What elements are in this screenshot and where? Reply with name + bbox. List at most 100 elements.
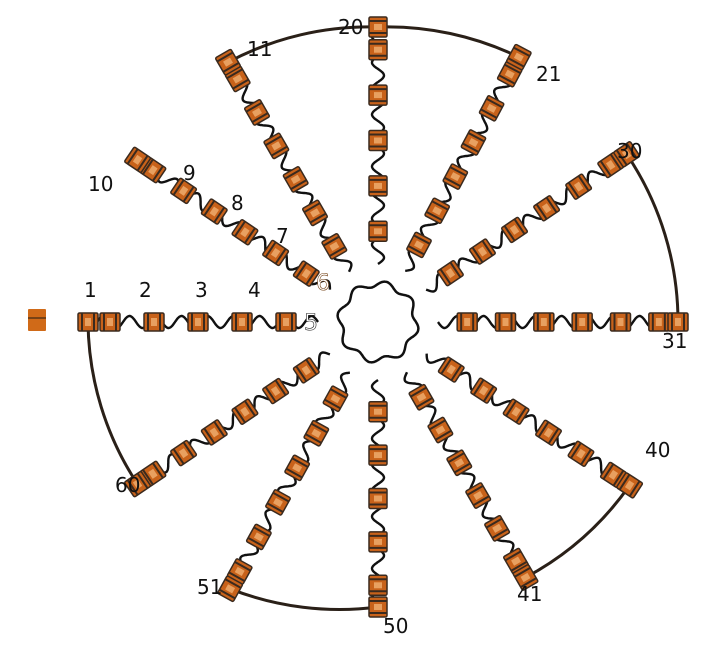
label-node-2: 2 [139, 278, 152, 302]
arm-4-node-1 [368, 220, 388, 243]
arm-10-node-5 [368, 574, 388, 597]
arm-5-node-1 [406, 231, 432, 259]
arm-4-node-2 [368, 175, 388, 197]
serpentine-arms [87, 26, 679, 608]
arm-4-node-3 [368, 129, 388, 152]
arm-1-node-4 [143, 312, 165, 332]
label-node-8: 8 [231, 191, 244, 215]
label-node-7: 7 [276, 224, 289, 248]
arm-5-node-5 [478, 95, 505, 122]
arm-9-node-4 [465, 482, 492, 509]
label-node-4: 4 [248, 278, 261, 302]
arm-11-end-node [217, 575, 244, 603]
arm-3-end-node [215, 48, 241, 76]
label-node-30: 30 [617, 139, 642, 163]
arm-11-node-3 [284, 454, 311, 482]
arm-3-node-2 [302, 199, 328, 227]
label-node-3: 3 [195, 278, 208, 302]
arm-1-node-2 [231, 312, 253, 332]
arm-2-node-1 [292, 260, 320, 287]
sensor-nodes [77, 16, 689, 618]
arm-11-trace [226, 371, 350, 590]
arm-3-node-3 [282, 166, 309, 193]
arm-4-end-node [368, 16, 388, 38]
arm-2-node-2 [262, 239, 290, 267]
arm-7-end-node [667, 312, 689, 332]
label-node-9: 9 [183, 161, 196, 185]
arm-7-node-4 [571, 312, 593, 332]
arm-12-node-2 [262, 377, 290, 405]
label-node-51: 51 [197, 575, 222, 599]
arm-8-node-5 [567, 440, 595, 467]
arm-11-node-5 [245, 523, 272, 551]
arm-6-end-node [613, 141, 641, 168]
arm-6-node-2 [468, 238, 496, 265]
arm-2-node-4 [200, 198, 228, 225]
arm-9-node-2 [427, 416, 454, 444]
arm-8-node-2 [470, 377, 498, 404]
bus-arc-60-1 [86, 321, 139, 486]
arm-5-node-2 [424, 197, 451, 225]
arm-2-node-5 [170, 177, 198, 205]
bus-arc-50-51 [229, 587, 379, 611]
arm-12-node-4 [200, 419, 228, 446]
arm-7-node-6 [648, 312, 670, 332]
arm-9-node-5 [484, 514, 511, 542]
arm-7-node-5 [609, 312, 632, 332]
label-node-40: 40 [645, 438, 670, 462]
arm-9-node-1 [408, 383, 435, 411]
connector-pad [28, 309, 46, 331]
arm-5-node-3 [442, 163, 469, 190]
label-node-41: 41 [517, 582, 542, 606]
arm-6-node-1 [436, 259, 464, 287]
arm-11-node-4 [265, 489, 291, 516]
arm-6-node-3 [501, 216, 529, 244]
arm-5-end-node [505, 43, 532, 71]
arm-6-trace [425, 155, 631, 293]
label-node-21: 21 [536, 62, 561, 86]
bus-arc-10-11 [227, 25, 379, 64]
arm-5-trace [405, 59, 525, 272]
arm-12-node-3 [231, 398, 259, 425]
bus-arc-30-31 [625, 153, 680, 323]
arm-8-node-3 [502, 398, 530, 425]
arm-6-node-5 [565, 173, 593, 200]
arm-12-node-1 [292, 357, 320, 384]
arm-3-node-4 [263, 132, 290, 160]
arm-1-end-node [77, 312, 99, 332]
arm-3-node-6 [224, 65, 251, 93]
arm-1-node-3 [187, 312, 209, 332]
arm-10-node-3 [368, 487, 388, 510]
arm-4-node-5 [368, 38, 388, 61]
arm-7-node-1 [456, 312, 478, 332]
arm-8-node-1 [437, 356, 465, 383]
node-labels: 1 2 3 4 5 6 7 8 9 10 11 20 21 30 31 40 4… [84, 15, 687, 638]
label-node-50: 50 [383, 614, 408, 638]
arm-2-node-3 [231, 219, 259, 246]
center-hub [336, 280, 420, 364]
arm-9-node-3 [446, 449, 473, 477]
arm-8-node-4 [535, 419, 562, 446]
arm-10-end-node [368, 596, 388, 618]
arm-1-node-1 [275, 312, 297, 332]
label-node-6: 6 [316, 271, 330, 296]
arm-8-trace [425, 353, 627, 492]
bus-arc-20-21 [377, 25, 520, 59]
arm-6-node-4 [533, 195, 561, 222]
arm-11-node-1 [322, 385, 349, 413]
center-hub-ring [336, 280, 420, 364]
label-node-60: 60 [115, 473, 140, 497]
arm-5-node-4 [460, 129, 487, 156]
label-node-11: 11 [247, 37, 272, 61]
label-node-1: 1 [84, 278, 97, 302]
arm-4-node-4 [368, 84, 388, 106]
label-node-5: 5 [304, 311, 318, 336]
arm-3-node-5 [244, 99, 270, 126]
arm-12-end-node [124, 470, 152, 498]
arm-7-node-3 [533, 312, 555, 332]
bus-arcs [86, 25, 680, 611]
arm-11-node-2 [303, 419, 330, 447]
arm-2-end-node [124, 146, 152, 174]
arm-8-end-node [616, 472, 644, 499]
